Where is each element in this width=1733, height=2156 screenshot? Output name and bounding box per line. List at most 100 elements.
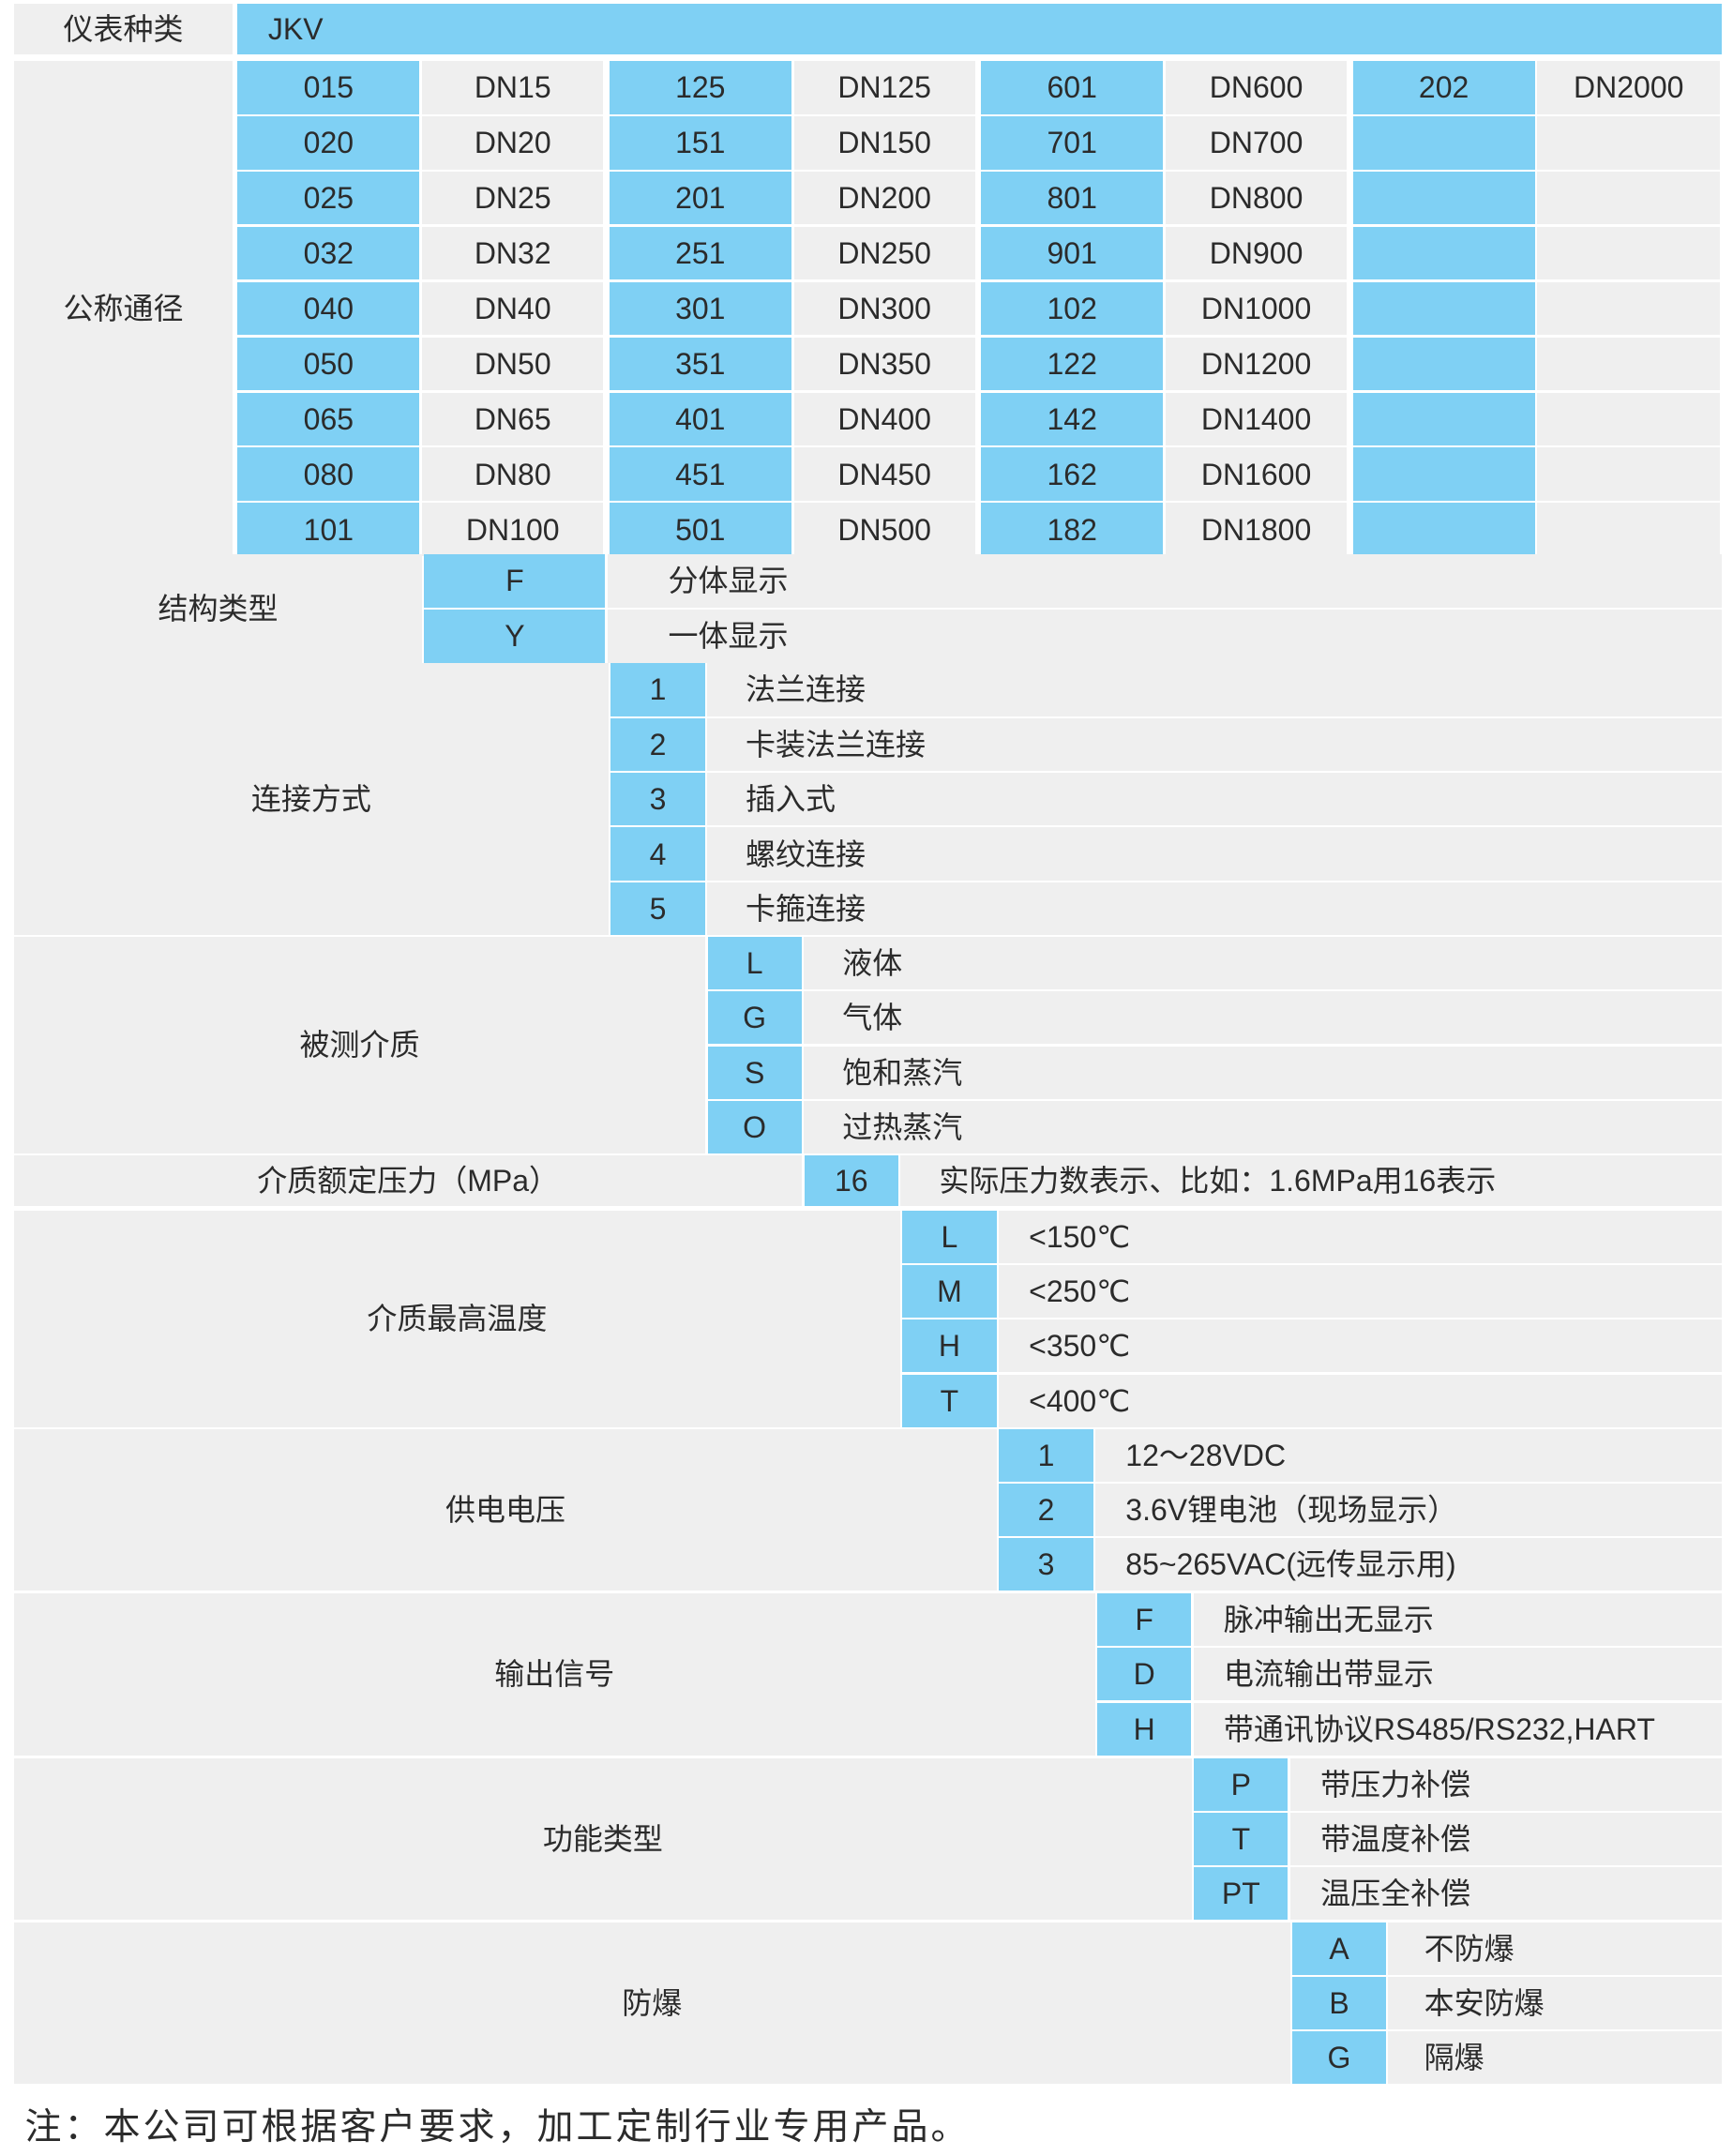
option-code-cell: F [1097,1593,1192,1647]
nd-size-cell-text: DN15 [474,70,551,105]
nd-size-cell: DN450 [793,447,975,502]
nd-code-cell: 040 [237,281,420,336]
nd-size-cell: DN700 [1166,115,1348,170]
option-desc-cell: 3.6V锂电池（现场显示） [1094,1484,1723,1536]
nd-size-cell-text: DN40 [474,291,551,325]
option-desc-cell: 本安防爆 [1388,1977,1723,2030]
instrument-type-label: 仪表种类 [13,4,234,55]
nd-size-cell: DN20 [422,115,604,170]
nd-code-cell: 251 [609,226,791,280]
section-label: 功能类型 [13,1757,1193,1920]
nd-size-cell: DN40 [422,281,604,336]
nd-size-cell-text: DN1000 [1200,291,1312,325]
option-code-cell: 2 [999,1484,1093,1536]
nd-code-cell: 020 [237,115,420,170]
nd-code-cell-text: 351 [675,346,726,381]
nd-code-cell-text: 015 [303,70,354,105]
nd-code-cell-text: 301 [675,291,726,325]
option-desc-cell-text: 卡箍连接 [746,891,866,926]
nd-size-cell [1537,447,1720,502]
section-label-text: 输出信号 [494,1657,615,1692]
option-desc-cell-text: 带温度补偿 [1320,1821,1471,1856]
nd-code-cell [1352,226,1535,280]
nd-code-cell-text: 080 [303,457,354,491]
nd-size-cell-text: DN100 [465,512,560,547]
option-desc-cell: 带温度补偿 [1289,1812,1723,1865]
nd-code-cell-text: 040 [303,291,354,325]
nd-code-cell: 015 [237,60,420,114]
option-code-cell: 1 [610,663,705,716]
nd-size-cell [1537,226,1720,280]
section-label: 连接方式 [13,663,610,935]
nd-code-cell: 050 [237,337,420,391]
nd-code-cell: 451 [609,447,791,502]
option-desc-cell-text: 带通讯协议RS485/RS232,HART [1223,1711,1655,1746]
option-desc-cell-text: 温压全补偿 [1320,1876,1471,1910]
option-code-cell-text: 5 [649,891,667,926]
section-label-text: 功能类型 [542,1821,663,1856]
option-desc-cell: 卡箍连接 [706,882,1723,935]
nd-code-cell: 401 [609,392,791,446]
option-desc-cell-text: 过热蒸汽 [842,1109,963,1144]
nd-size-cell: DN1400 [1166,392,1348,446]
nd-size-cell-text: DN80 [474,457,551,491]
option-code-cell: T [902,1374,997,1427]
nd-code-cell [1352,281,1535,336]
nd-code-cell-text: 151 [675,126,726,160]
nd-code-cell-text: 020 [303,126,354,160]
nd-size-cell: DN25 [422,171,604,225]
option-code-cell-text: L [746,946,763,981]
option-code-cell: PT [1194,1866,1288,1920]
nd-size-cell: DN400 [793,392,975,446]
nd-size-cell: DN300 [793,281,975,336]
option-code-cell-text: PT [1221,1876,1260,1910]
option-code-cell: M [902,1265,997,1319]
nd-code-cell [1352,503,1535,557]
option-code-cell-text: A [1329,1931,1349,1966]
option-code-cell: D [1097,1648,1192,1701]
option-desc-cell: 带压力补偿 [1289,1757,1723,1811]
nd-code-cell: 080 [237,447,420,502]
option-code-cell-text: B [1329,1986,1349,2021]
instrument-type-value-text: JKV [267,12,324,47]
nd-size-cell-text: DN150 [837,126,931,160]
option-desc-cell-text: <250℃ [1029,1274,1131,1309]
nd-size-cell-text: DN800 [1209,181,1304,216]
option-code-cell-text: T [940,1383,959,1418]
instrument-type-value: JKV [237,4,1723,55]
nd-size-cell: DN250 [793,226,975,280]
option-desc-cell: 脉冲输出无显示 [1193,1593,1723,1647]
option-code-cell-text: G [743,1001,767,1035]
option-code-cell: L [902,1210,997,1263]
nd-code-cell-text: 182 [1047,512,1097,547]
option-desc-cell: 螺纹连接 [706,827,1723,881]
nd-code-cell: 301 [609,281,791,336]
nd-code-cell: 501 [609,503,791,557]
nd-size-cell [1537,171,1720,225]
nd-size-cell-text: DN350 [837,346,931,381]
option-desc-cell-text: 电流输出带显示 [1223,1657,1434,1692]
nd-code-cell-text: 125 [675,70,726,105]
option-desc-cell-text: 插入式 [746,782,836,817]
nd-size-cell-text: DN600 [1209,70,1304,105]
nd-code-cell-text: 050 [303,346,354,381]
option-desc-cell-text: 螺纹连接 [746,837,866,871]
section-label-text: 被测介质 [299,1028,420,1063]
option-desc-cell: 12～28VDC [1094,1428,1723,1482]
nd-code-cell-text: 122 [1047,346,1097,381]
option-desc-cell: <350℃ [998,1319,1723,1373]
nd-code-cell-text: 701 [1047,126,1097,160]
nd-size-cell: DN1000 [1166,281,1348,336]
nd-size-cell-text: DN125 [837,70,931,105]
option-code-cell: H [902,1319,997,1373]
nd-code-cell-text: 601 [1047,70,1097,105]
nd-size-cell [1537,392,1720,446]
option-desc-cell-text: 卡装法兰连接 [746,727,927,761]
option-code-cell-text: L [941,1219,958,1254]
option-desc-cell-text: 饱和蒸汽 [842,1055,963,1090]
nd-size-cell-text: DN1800 [1200,512,1312,547]
nd-code-cell [1352,171,1535,225]
option-desc-cell-text: 气体 [842,1001,903,1035]
nd-size-cell [1537,503,1720,557]
nd-code-cell: 162 [981,447,1164,502]
